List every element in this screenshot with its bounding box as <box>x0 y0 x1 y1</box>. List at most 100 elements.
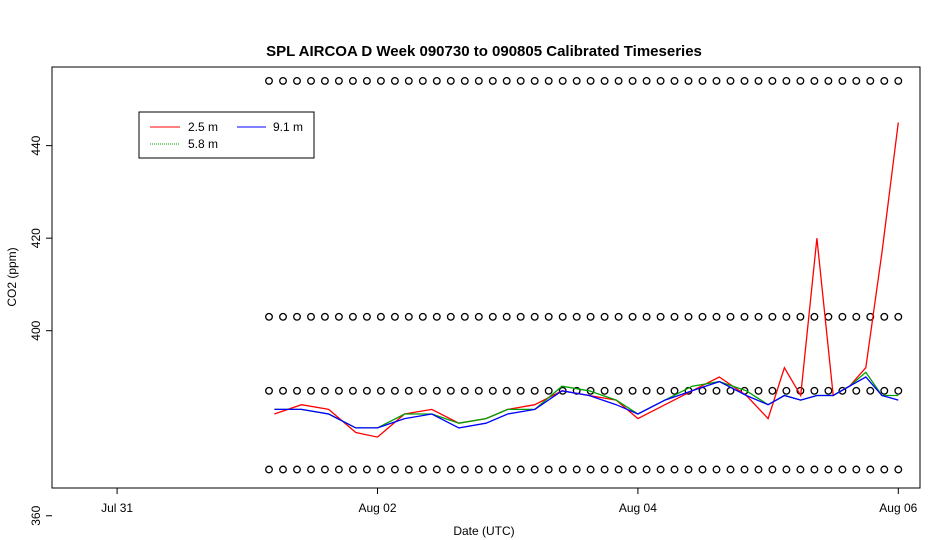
marker-point <box>334 465 343 474</box>
marker-point <box>866 76 875 85</box>
marker-point <box>418 386 427 395</box>
marker-point <box>293 465 301 474</box>
marker-point <box>726 312 735 321</box>
marker-point <box>768 465 777 474</box>
marker-point <box>852 312 861 321</box>
marker-point <box>852 465 861 474</box>
marker-point <box>460 386 469 395</box>
marker-point <box>474 76 483 85</box>
marker-point <box>348 465 357 474</box>
marker-point <box>572 465 581 474</box>
legend: 2.5 m 9.1 m 5.8 m <box>138 111 315 159</box>
marker-point <box>446 76 455 85</box>
plot-frame <box>51 66 921 489</box>
legend-label-2-5m: 2.5 m <box>188 120 218 134</box>
marker-point <box>530 76 539 85</box>
marker-point <box>670 386 679 395</box>
marker-point <box>572 76 581 85</box>
marker-point <box>670 465 679 474</box>
marker-point <box>866 312 875 321</box>
marker-point <box>586 76 595 85</box>
marker-point <box>740 76 749 85</box>
marker-point <box>404 386 413 395</box>
marker-point <box>796 312 805 321</box>
marker-point <box>307 386 315 395</box>
marker-point <box>516 76 525 85</box>
series-line-5-8-m <box>274 371 899 429</box>
marker-point <box>544 465 553 474</box>
marker-point <box>362 386 371 395</box>
marker-point <box>796 76 805 85</box>
marker-point <box>558 386 567 395</box>
legend-label-5-8m: 5.8 m <box>188 137 218 151</box>
marker-point <box>810 465 819 474</box>
marker-point <box>824 76 833 85</box>
series-line-9-1-m <box>274 376 899 429</box>
marker-point <box>348 76 357 85</box>
marker-point <box>488 465 497 474</box>
marker-point <box>502 386 511 395</box>
marker-point <box>628 465 637 474</box>
marker-point <box>698 312 707 321</box>
marker-point <box>279 465 287 474</box>
y-axis: 360 400 420 440 <box>29 135 52 526</box>
marker-point <box>880 386 889 395</box>
marker-point <box>488 312 497 321</box>
marker-point <box>754 312 763 321</box>
marker-point <box>516 386 525 395</box>
marker-point <box>768 312 777 321</box>
marker-point <box>488 386 497 395</box>
marker-point <box>880 312 889 321</box>
marker-point <box>418 465 427 474</box>
chart-title: SPL AIRCOA D Week 090730 to 090805 Calib… <box>266 43 702 60</box>
marker-point <box>530 312 539 321</box>
marker-point <box>334 76 343 85</box>
marker-point <box>656 312 665 321</box>
marker-point <box>390 465 399 474</box>
marker-point <box>824 312 833 321</box>
marker-point <box>432 386 441 395</box>
marker-point <box>265 76 273 85</box>
marker-point <box>265 386 273 395</box>
x-tick-label: Jul 31 <box>101 501 133 515</box>
marker-point <box>768 76 777 85</box>
marker-point <box>390 386 399 395</box>
marker-point <box>712 312 721 321</box>
marker-point <box>670 312 679 321</box>
marker-point <box>628 76 637 85</box>
marker-point <box>362 465 371 474</box>
marker-point <box>516 312 525 321</box>
marker-point <box>530 465 539 474</box>
marker-point <box>293 312 301 321</box>
marker-point <box>474 465 483 474</box>
y-tick-label: 400 <box>29 320 43 340</box>
marker-point <box>544 76 553 85</box>
marker-point <box>684 465 693 474</box>
marker-point <box>376 312 385 321</box>
marker-point <box>474 312 483 321</box>
marker-point <box>600 465 609 474</box>
marker-point <box>558 312 567 321</box>
marker-point <box>852 76 861 85</box>
marker-point <box>404 465 413 474</box>
marker-point <box>446 312 455 321</box>
marker-point <box>279 76 287 85</box>
marker-point <box>488 76 497 85</box>
marker-point <box>307 76 315 85</box>
marker-point <box>279 386 287 395</box>
marker-point <box>530 386 539 395</box>
marker-point <box>586 312 595 321</box>
marker-point <box>824 465 833 474</box>
marker-point <box>432 312 441 321</box>
marker-point <box>516 465 525 474</box>
marker-point <box>712 465 721 474</box>
marker-point <box>348 312 357 321</box>
x-axis-label: Date (UTC) <box>453 524 514 538</box>
marker-point <box>782 76 791 85</box>
marker-point <box>866 465 875 474</box>
marker-point <box>572 386 581 395</box>
marker-point <box>404 76 413 85</box>
marker-point <box>320 76 329 85</box>
marker-point <box>348 386 357 395</box>
marker-point <box>838 312 847 321</box>
